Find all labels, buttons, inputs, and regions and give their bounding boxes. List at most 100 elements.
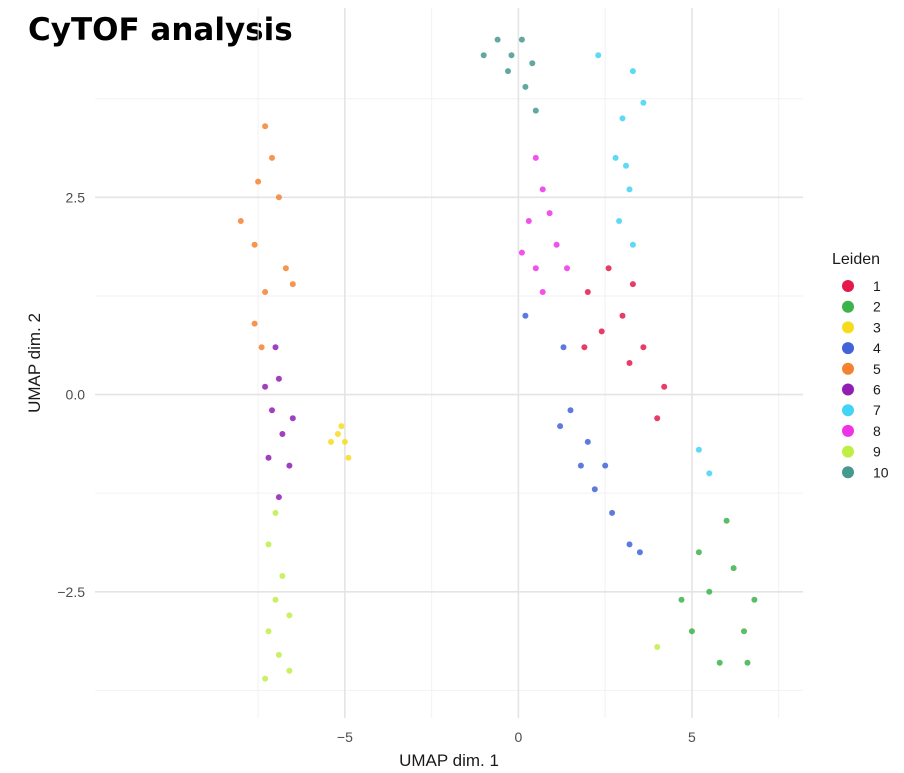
series-cluster-3 bbox=[328, 423, 352, 461]
legend-item: 5 bbox=[842, 361, 881, 377]
data-point bbox=[546, 210, 553, 217]
data-point bbox=[275, 651, 282, 658]
data-point bbox=[345, 454, 352, 461]
data-point bbox=[577, 462, 584, 469]
data-point bbox=[751, 596, 758, 603]
x-tick-label: −5 bbox=[337, 729, 353, 745]
data-point bbox=[584, 438, 591, 445]
legend-label: 7 bbox=[873, 402, 881, 418]
data-point bbox=[744, 659, 751, 666]
data-point bbox=[279, 431, 286, 437]
data-point bbox=[557, 423, 564, 430]
data-point bbox=[262, 675, 269, 682]
data-point bbox=[553, 241, 560, 248]
data-point bbox=[265, 628, 272, 635]
data-point bbox=[539, 186, 546, 193]
data-point bbox=[695, 446, 702, 453]
data-point bbox=[567, 407, 574, 414]
legend-item: 6 bbox=[842, 382, 881, 398]
data-point bbox=[255, 178, 262, 185]
data-point bbox=[695, 549, 702, 556]
series-cluster-8 bbox=[518, 154, 570, 295]
legend-label: 5 bbox=[873, 361, 881, 377]
data-point bbox=[626, 541, 633, 548]
data-point bbox=[560, 344, 567, 351]
data-point bbox=[688, 628, 695, 635]
legend-item: 1 bbox=[842, 278, 881, 294]
data-point bbox=[272, 344, 279, 351]
data-point bbox=[289, 415, 296, 422]
data-point bbox=[591, 486, 598, 493]
series-cluster-7 bbox=[595, 52, 713, 477]
data-point bbox=[522, 83, 529, 90]
data-point bbox=[269, 407, 275, 414]
data-point bbox=[328, 438, 334, 445]
legend-item: 7 bbox=[842, 402, 881, 418]
data-point bbox=[716, 659, 723, 666]
data-point bbox=[616, 218, 623, 224]
data-point bbox=[262, 383, 269, 390]
legend-item: 8 bbox=[842, 423, 881, 439]
series-cluster-5 bbox=[237, 123, 296, 351]
data-point bbox=[272, 596, 279, 603]
legend-item: 4 bbox=[842, 340, 881, 356]
data-point bbox=[258, 344, 265, 351]
legend-key bbox=[842, 383, 854, 396]
series-cluster-4 bbox=[522, 312, 643, 556]
legend-key bbox=[842, 342, 854, 355]
data-point bbox=[525, 218, 532, 224]
data-point bbox=[626, 186, 633, 193]
data-point bbox=[505, 68, 511, 75]
data-point bbox=[341, 438, 348, 445]
data-point bbox=[741, 628, 747, 635]
data-point bbox=[522, 312, 529, 319]
data-point bbox=[494, 36, 501, 43]
legend-label: 4 bbox=[873, 340, 881, 356]
data-point bbox=[640, 344, 647, 351]
data-point bbox=[706, 588, 713, 595]
data-point bbox=[661, 383, 668, 390]
data-point bbox=[272, 509, 279, 516]
legend-key bbox=[842, 321, 854, 334]
data-point bbox=[275, 494, 282, 501]
data-point bbox=[286, 612, 293, 619]
data-point bbox=[584, 289, 591, 295]
legend: Leiden 1 2 3 4 5 6 7 8 9 10 bbox=[832, 251, 889, 480]
data-point bbox=[286, 667, 293, 674]
data-point bbox=[678, 596, 685, 603]
data-point bbox=[334, 431, 341, 437]
legend-item: 3 bbox=[842, 319, 881, 335]
legend-title: Leiden bbox=[832, 251, 880, 268]
data-point bbox=[480, 52, 487, 59]
data-point bbox=[612, 154, 619, 161]
data-point bbox=[286, 462, 293, 469]
data-point bbox=[262, 289, 269, 295]
y-tick-label: −2.5 bbox=[57, 584, 85, 600]
data-point bbox=[598, 328, 605, 335]
data-point bbox=[640, 99, 647, 106]
data-point bbox=[730, 565, 737, 572]
series-cluster-9 bbox=[262, 509, 661, 682]
data-point bbox=[237, 218, 244, 224]
y-tick-label: 2.5 bbox=[66, 189, 86, 205]
legend-item: 9 bbox=[842, 444, 881, 460]
legend-key bbox=[842, 300, 854, 313]
legend-label: 3 bbox=[873, 319, 881, 335]
data-point bbox=[338, 423, 345, 430]
data-point bbox=[529, 60, 536, 67]
data-point bbox=[539, 289, 546, 295]
legend-key bbox=[842, 280, 854, 292]
data-point bbox=[619, 312, 626, 319]
data-point bbox=[251, 320, 258, 327]
axis-tick-labels: −5 0 5 −2.5 0.0 2.5 bbox=[57, 189, 696, 745]
data-point bbox=[518, 249, 525, 256]
legend-key bbox=[842, 466, 854, 479]
data-point bbox=[629, 241, 636, 248]
data-point bbox=[609, 509, 616, 516]
data-point bbox=[654, 644, 661, 650]
data-point bbox=[602, 462, 609, 469]
legend-key bbox=[842, 362, 854, 375]
data-point bbox=[279, 573, 286, 579]
data-point bbox=[626, 360, 633, 366]
